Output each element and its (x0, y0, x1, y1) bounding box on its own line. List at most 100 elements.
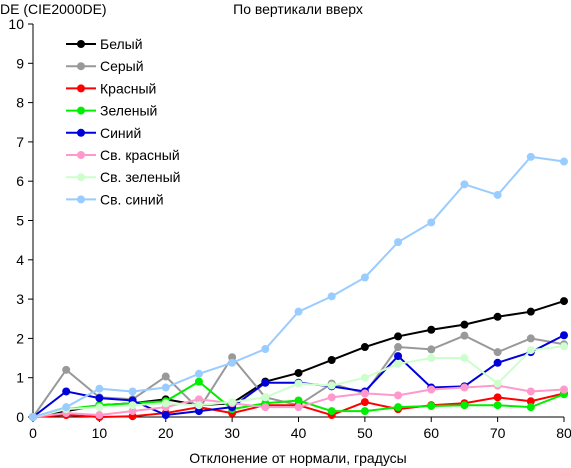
data-point (294, 307, 303, 316)
y-tick-label: 1 (16, 370, 24, 386)
data-point (394, 403, 403, 412)
data-point (394, 343, 403, 352)
data-point (427, 345, 436, 354)
data-point (427, 385, 436, 394)
data-point (327, 393, 336, 402)
data-point (493, 348, 502, 357)
x-tick-label: 0 (29, 425, 37, 441)
legend-swatch-marker (77, 128, 85, 137)
data-point (493, 393, 502, 402)
legend-swatch-marker (77, 151, 85, 159)
data-point (360, 407, 369, 416)
axes: 0 1 2 3 4 5 6 7 8 9 10 0 10 20 30 40 50 60 70 80 (8, 16, 571, 441)
data-point (360, 373, 369, 382)
data-point (228, 353, 237, 362)
data-point (294, 368, 303, 377)
data-point (360, 343, 369, 352)
data-point (261, 345, 270, 354)
data-point (526, 152, 535, 161)
data-point (460, 383, 469, 392)
data-point (394, 352, 403, 361)
data-point (161, 383, 170, 392)
legend-label: Красный (100, 80, 156, 96)
x-tick-label: 60 (423, 425, 439, 441)
data-point (29, 413, 37, 421)
x-axis-title: Отклонение от нормали, градусы (189, 450, 406, 466)
data-point (194, 377, 203, 386)
data-point (394, 332, 403, 341)
x-tick-label: 70 (490, 425, 506, 441)
legend-item: Красный (66, 80, 156, 96)
chart-title: По вертикали вверх (233, 1, 363, 17)
data-point (493, 401, 502, 410)
data-point (526, 334, 535, 343)
data-point (327, 407, 336, 416)
data-point (394, 391, 403, 400)
data-point (62, 365, 71, 374)
y-tick-label: 4 (16, 252, 24, 268)
data-point (228, 398, 237, 407)
data-point (261, 378, 270, 387)
data-point (95, 394, 104, 403)
data-point (526, 307, 535, 316)
series-layer (29, 152, 568, 421)
data-point (560, 342, 568, 351)
data-point (95, 403, 104, 412)
data-point (526, 387, 535, 396)
data-point (62, 387, 71, 396)
y-tick-label: 7 (16, 134, 24, 150)
data-point (294, 396, 303, 405)
data-point (460, 320, 469, 329)
data-point (493, 379, 502, 388)
data-point (360, 273, 369, 282)
y-tick-label: 5 (16, 213, 24, 229)
y-tick-label: 2 (16, 330, 24, 346)
legend-label: Св. зеленый (100, 169, 180, 185)
data-point (294, 379, 303, 388)
legend-swatch-marker (77, 173, 85, 182)
data-point (394, 359, 403, 368)
legend-item: Св. синий (66, 191, 164, 207)
data-point (460, 354, 469, 363)
data-point (560, 331, 568, 340)
x-tick-label: 20 (158, 425, 174, 441)
data-point (560, 157, 568, 166)
data-point (493, 358, 502, 367)
data-point (194, 401, 203, 410)
series-6 (29, 342, 568, 421)
data-point (493, 312, 502, 321)
x-tick-label: 80 (556, 425, 571, 441)
data-point (460, 331, 469, 340)
data-point (560, 297, 568, 306)
x-tick-label: 10 (92, 425, 108, 441)
data-point (360, 398, 369, 407)
data-point (294, 403, 303, 412)
y-tick-label: 9 (16, 55, 24, 71)
legend-label: Св. красный (100, 147, 180, 163)
data-point (194, 407, 203, 416)
legend-item: Синий (66, 125, 141, 141)
legend-item: Белый (66, 36, 143, 52)
legend-swatch-marker (77, 62, 85, 71)
data-point (526, 403, 535, 412)
x-tick-label: 30 (224, 425, 240, 441)
legend-item: Зеленый (66, 103, 157, 119)
y-axis-title: DE (CIE2000DE) (0, 1, 107, 17)
data-point (161, 372, 170, 381)
legend-swatch-marker (77, 195, 85, 204)
x-tick-label: 40 (291, 425, 307, 441)
legend-swatch-marker (77, 106, 85, 115)
data-point (427, 325, 436, 334)
data-point (460, 180, 469, 189)
data-point (62, 403, 71, 412)
legend-label: Серый (100, 58, 144, 74)
data-point (394, 238, 403, 247)
data-point (327, 381, 336, 390)
legend-label: Синий (100, 125, 141, 141)
legend-swatch-marker (77, 40, 85, 48)
legend-item: Св. красный (66, 147, 180, 163)
legend-item: Серый (66, 58, 144, 74)
data-point (526, 346, 535, 355)
data-point (194, 369, 203, 378)
x-tick-label: 50 (357, 425, 373, 441)
